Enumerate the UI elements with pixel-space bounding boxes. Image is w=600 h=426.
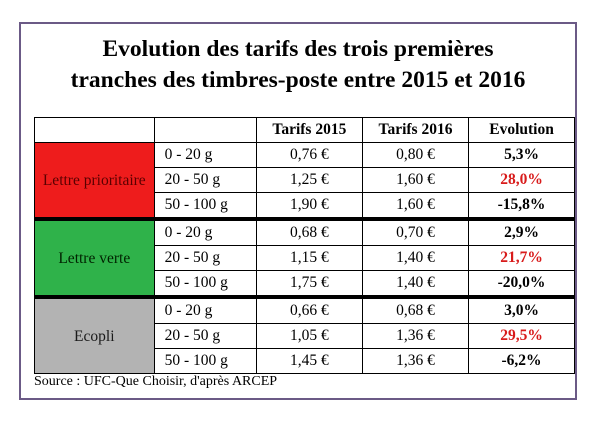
evolution-cell: -6,2% <box>468 348 575 374</box>
title-line-1: Evolution des tarifs des trois premières <box>102 36 494 62</box>
table-row: Lettre verte 0 - 20 g 0,68 € 0,70 € 2,9% <box>34 217 575 298</box>
table-row: 20 - 50 g 1,25 € 1,60 € 28,0% <box>35 167 575 193</box>
table-row: 20 - 50 g 1,15 € 1,40 € 21,7% <box>35 245 575 271</box>
table-header-row: Tarifs 2015 Tarifs 2016 Evolution <box>34 117 575 143</box>
header-tarifs-2016: Tarifs 2016 <box>361 117 470 143</box>
category-lettre-prioritaire: Lettre prioritaire <box>34 142 155 220</box>
evolution-cell: -15,8% <box>468 192 575 219</box>
price-2015-cell: 1,45 € <box>255 348 363 374</box>
range-cell: 0 - 20 g <box>153 295 257 324</box>
title-line-2: tranches des timbres-poste entre 2015 et… <box>70 67 526 93</box>
category-ecopli: Ecopli <box>34 295 155 374</box>
evolution-cell: -20,0% <box>468 270 575 297</box>
range-cell: 50 - 100 g <box>153 348 257 374</box>
price-2015-cell: 0,76 € <box>255 142 363 168</box>
header-evolution: Evolution <box>468 117 575 143</box>
evolution-cell: 29,5% <box>468 323 575 349</box>
evolution-cell: 28,0% <box>468 167 575 193</box>
price-2015-cell: 1,90 € <box>255 192 363 219</box>
evolution-cell: 21,7% <box>468 245 575 271</box>
price-2016-cell: 1,40 € <box>361 270 470 297</box>
price-2015-cell: 0,66 € <box>255 295 363 324</box>
category-lettre-verte: Lettre verte <box>34 217 155 298</box>
price-2016-cell: 0,80 € <box>361 142 470 168</box>
range-cell: 20 - 50 g <box>153 323 257 349</box>
source-note: Source : UFC-Que Choisir, d'après ARCEP <box>34 374 278 389</box>
document-frame: Evolution des tarifs des trois premières… <box>19 22 577 400</box>
tariff-table: Tarifs 2015 Tarifs 2016 Evolution Lettre… <box>34 117 575 374</box>
evolution-cell: 3,0% <box>468 295 575 324</box>
range-cell: 0 - 20 g <box>153 217 257 246</box>
price-2016-cell: 0,70 € <box>361 217 470 246</box>
price-2016-cell: 1,60 € <box>361 192 470 219</box>
table-row: 50 - 100 g 1,90 € 1,60 € -15,8% <box>35 192 575 219</box>
table-row: 20 - 50 g 1,05 € 1,36 € 29,5% <box>35 323 575 349</box>
range-cell: 50 - 100 g <box>153 270 257 297</box>
price-2015-cell: 1,15 € <box>255 245 363 271</box>
table-row: 50 - 100 g 1,45 € 1,36 € -6,2% <box>35 348 575 374</box>
price-2016-cell: 1,36 € <box>361 348 470 374</box>
price-2016-cell: 0,68 € <box>361 295 470 324</box>
table-row: Ecopli 0 - 20 g 0,66 € 0,68 € 3,0% <box>34 295 575 374</box>
price-2016-cell: 1,40 € <box>361 245 470 271</box>
header-empty-range <box>153 117 257 143</box>
range-cell: 20 - 50 g <box>153 167 257 193</box>
header-empty-category <box>34 117 155 143</box>
price-2015-cell: 0,68 € <box>255 217 363 246</box>
price-2015-cell: 1,25 € <box>255 167 363 193</box>
range-cell: 0 - 20 g <box>153 142 257 168</box>
table-row: 50 - 100 g 1,75 € 1,40 € -20,0% <box>35 270 575 297</box>
range-cell: 20 - 50 g <box>153 245 257 271</box>
price-2016-cell: 1,60 € <box>361 167 470 193</box>
table-row: Lettre prioritaire 0 - 20 g 0,76 € 0,80 … <box>34 142 575 220</box>
evolution-cell: 2,9% <box>468 217 575 246</box>
evolution-cell: 5,3% <box>468 142 575 168</box>
range-cell: 50 - 100 g <box>153 192 257 219</box>
price-2015-cell: 1,05 € <box>255 323 363 349</box>
price-2016-cell: 1,36 € <box>361 323 470 349</box>
page-title: Evolution des tarifs des trois premières… <box>21 34 575 96</box>
header-tarifs-2015: Tarifs 2015 <box>255 117 363 143</box>
price-2015-cell: 1,75 € <box>255 270 363 297</box>
